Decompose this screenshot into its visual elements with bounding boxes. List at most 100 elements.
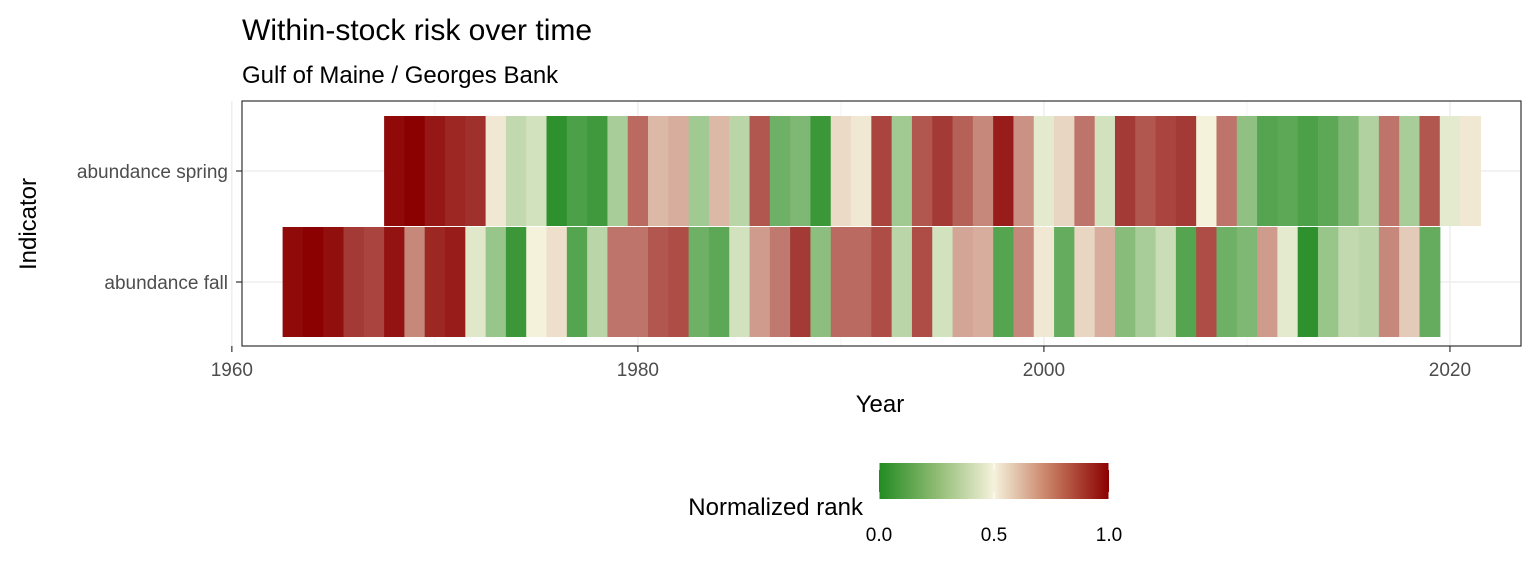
heatmap-tile bbox=[526, 116, 548, 226]
x-axis: 1960 1980 2000 2020 bbox=[211, 346, 1471, 381]
heatmap-tile bbox=[851, 227, 872, 337]
heatmap-tile bbox=[485, 227, 507, 337]
heatmap-tile bbox=[546, 227, 568, 337]
heatmap-tile bbox=[404, 227, 426, 337]
heatmap-tile bbox=[1013, 116, 1035, 226]
heatmap-tile bbox=[1236, 116, 1258, 226]
heatmap-tile bbox=[384, 227, 406, 337]
heatmap-tile bbox=[323, 227, 345, 337]
legend-tick-label: 0.0 bbox=[866, 525, 892, 546]
heatmap-tile bbox=[810, 116, 832, 226]
chart-subtitle: Gulf of Maine / Georges Bank bbox=[242, 62, 559, 89]
heatmap-tile bbox=[1378, 227, 1400, 337]
legend-title: Normalized rank bbox=[688, 494, 864, 521]
heatmap-tile bbox=[607, 116, 629, 226]
heatmap-tile bbox=[302, 227, 324, 337]
heatmap-tile bbox=[627, 116, 649, 226]
x-tick-label: 1960 bbox=[211, 360, 253, 381]
heatmap-tile bbox=[688, 227, 710, 337]
y-axis: abundance spring abundance fall bbox=[77, 162, 242, 294]
y-tick-label: abundance spring bbox=[77, 162, 228, 183]
heatmap-tile bbox=[1257, 116, 1278, 226]
heatmap-tile bbox=[1439, 116, 1461, 226]
heatmap-tile bbox=[932, 227, 954, 337]
heatmap-tile bbox=[1074, 227, 1096, 337]
heatmap-tile bbox=[1277, 227, 1299, 337]
heatmap-tile bbox=[566, 116, 588, 226]
heatmap-tile bbox=[1297, 227, 1319, 337]
heatmap-tile bbox=[1277, 116, 1299, 226]
heatmap-tile bbox=[1419, 227, 1441, 337]
heatmap-tile bbox=[1114, 116, 1136, 226]
heatmap-tile bbox=[1338, 227, 1360, 337]
heatmap-tile bbox=[587, 227, 609, 337]
heatmap-tile bbox=[708, 227, 730, 337]
heatmap-tile bbox=[952, 227, 974, 337]
heatmap-tile bbox=[648, 116, 669, 226]
x-tick-label: 2000 bbox=[1023, 360, 1065, 381]
heatmap-tile bbox=[729, 227, 751, 337]
heatmap-tile bbox=[566, 227, 588, 337]
y-tick-label: abundance fall bbox=[104, 273, 228, 294]
heatmap-tile bbox=[1399, 227, 1421, 337]
heatmap-tile bbox=[282, 227, 304, 337]
chart-title: Within-stock risk over time bbox=[242, 14, 592, 47]
legend-tick-label: 0.5 bbox=[981, 525, 1007, 546]
heatmap-tile bbox=[343, 227, 365, 337]
heatmap-tile bbox=[1358, 116, 1380, 226]
heatmap-tile bbox=[404, 116, 426, 226]
heatmap-tile bbox=[1317, 116, 1339, 226]
legend: Normalized rank 0.0 0.5 1.0 bbox=[688, 463, 1122, 546]
heatmap-tile bbox=[627, 227, 649, 337]
heatmap-tile bbox=[485, 116, 507, 226]
heatmap-tile bbox=[1216, 116, 1238, 226]
heatmap-tile bbox=[993, 227, 1015, 337]
heatmap-tile bbox=[749, 227, 771, 337]
heatmap-tile bbox=[445, 116, 466, 226]
heatmap-tile bbox=[1114, 227, 1136, 337]
heatmap-tile bbox=[505, 227, 527, 337]
heatmap-tile bbox=[1175, 227, 1197, 337]
heatmap-tile bbox=[1074, 116, 1096, 226]
heatmap-tile bbox=[465, 116, 487, 226]
heatmap-tile bbox=[1216, 227, 1238, 337]
heatmap-tile bbox=[1419, 116, 1441, 226]
heatmap-tile bbox=[1054, 227, 1075, 337]
heatmap-tile bbox=[1033, 227, 1055, 337]
heatmap-tile bbox=[1196, 116, 1218, 226]
heatmap-tile bbox=[363, 227, 385, 337]
heatmap-tile bbox=[891, 116, 913, 226]
heatmap-tile bbox=[871, 227, 893, 337]
heatmap-tile bbox=[587, 116, 609, 226]
heatmap-tile bbox=[1175, 116, 1197, 226]
heatmap-tile bbox=[1358, 227, 1380, 337]
heatmap-tile bbox=[1317, 227, 1339, 337]
heatmap-tile bbox=[769, 116, 791, 226]
heatmap-tile bbox=[1196, 227, 1218, 337]
heatmap-tile bbox=[424, 227, 446, 337]
heatmap-tile bbox=[932, 116, 954, 226]
heatmap-tile bbox=[505, 116, 527, 226]
heatmap-tile bbox=[384, 116, 406, 226]
plot-area bbox=[231, 100, 1522, 347]
heatmap-tile bbox=[607, 227, 629, 337]
heatmap-tile bbox=[668, 116, 690, 226]
heatmap-tile bbox=[1236, 227, 1258, 337]
heatmap-tiles bbox=[282, 116, 1481, 337]
heatmap-tile bbox=[1013, 227, 1035, 337]
x-tick-label: 1980 bbox=[617, 360, 659, 381]
heatmap-tile bbox=[729, 116, 751, 226]
heatmap-tile bbox=[1460, 116, 1481, 226]
heatmap-tile bbox=[708, 116, 730, 226]
heatmap-tile bbox=[1297, 116, 1319, 226]
legend-tick-label: 1.0 bbox=[1096, 525, 1122, 546]
heatmap-tile bbox=[810, 227, 832, 337]
heatmap-tile bbox=[668, 227, 690, 337]
heatmap-tile bbox=[993, 116, 1015, 226]
heatmap-tile bbox=[790, 227, 812, 337]
x-axis-title: Year bbox=[856, 391, 905, 418]
heatmap-tile bbox=[1378, 116, 1400, 226]
heatmap-tile bbox=[424, 116, 446, 226]
heatmap-tile bbox=[526, 227, 548, 337]
